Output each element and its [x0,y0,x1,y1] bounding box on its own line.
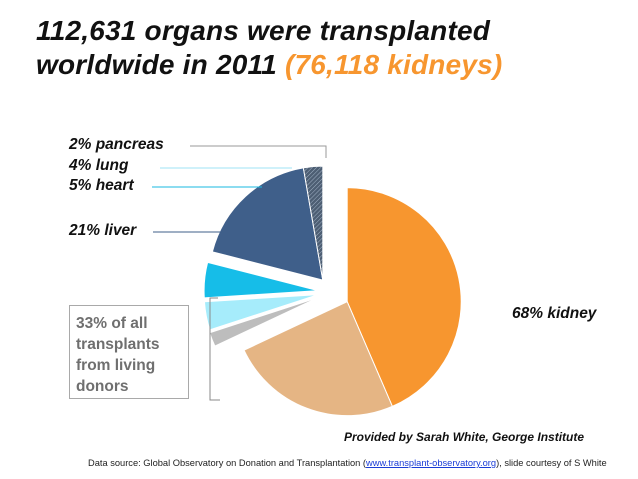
pie-slices [203,165,462,417]
title-line-2: worldwide in 2011 [36,49,285,80]
living-donor-bracket [209,297,220,401]
leader-lines [152,145,327,401]
label-pancreas: 2% pancreas [69,136,164,153]
living-donor-note: 33% of all transplants from living donor… [69,305,189,399]
title-kidney-count: (76,118 kidneys) [284,49,503,80]
source-link[interactable]: www.transplant-observatory.org [366,458,497,468]
label-liver: 21% liver [69,222,137,239]
pancreas-leader-line [190,145,327,158]
source-prefix: Data source: Global Observatory on Donat… [88,458,367,468]
data-source: Data source: Global Observatory on Donat… [88,458,607,468]
label-heart: 5% heart [69,177,134,194]
label-kidney: 68% kidney [512,305,597,322]
label-lung: 4% lung [69,157,129,174]
pie-slice-kidney-living [243,300,393,417]
source-suffix: ), slide courtesy of S White [496,458,607,468]
credit-line: Provided by Sarah White, George Institut… [344,430,585,444]
pie-slice-liver [211,167,324,281]
pie-slice-liver-living [302,165,324,281]
title-line-1: 112,631 organs were transplanted [36,15,491,46]
chart-title: 112,631 organs were transplanted worldwid… [36,14,502,82]
pie-slice-heart [203,261,319,299]
pie-slice-kidney [346,187,462,407]
